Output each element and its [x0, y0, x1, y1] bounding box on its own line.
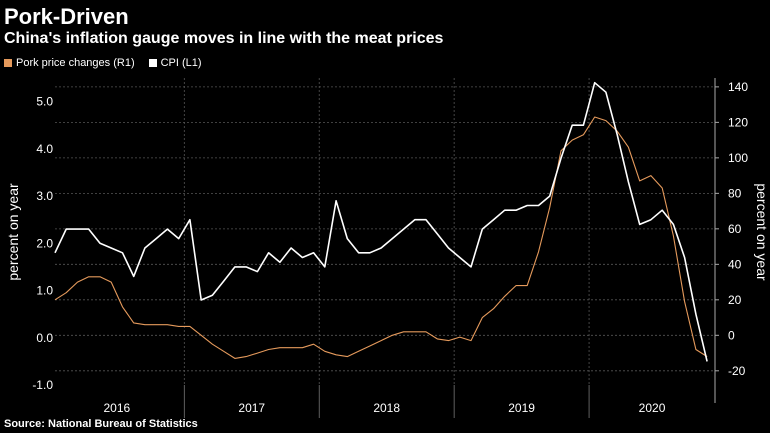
series-line-pork: [54, 116, 708, 359]
right-tick-label: 0: [728, 328, 735, 342]
left-tick-label: 3.0: [36, 189, 53, 203]
x-tick-label: 2017: [238, 401, 265, 415]
legend-label-cpi: CPI (L1): [160, 57, 202, 69]
left-tick-label: 4.0: [36, 142, 53, 156]
right-tick-label: 80: [728, 186, 742, 200]
right-tick-label: 60: [728, 222, 742, 236]
left-axis-label: percent on year: [5, 183, 21, 281]
chart-subtitle: China's inflation gauge moves in line wi…: [4, 30, 444, 47]
x-tick-label: 2018: [373, 401, 400, 415]
legend-label-pork: Pork price changes (R1): [16, 57, 135, 69]
left-tick-label: 5.0: [36, 95, 53, 109]
source-note: Source: National Bureau of Statistics: [4, 418, 198, 430]
series-line-cpi: [54, 81, 708, 362]
left-tick-label: -1.0: [32, 378, 53, 392]
right-axis-label: percent on year: [754, 183, 770, 281]
x-tick-label: 2016: [103, 401, 130, 415]
right-tick-label: 120: [728, 115, 748, 129]
left-tick-label: 2.0: [36, 236, 53, 250]
x-tick-label: 2020: [639, 401, 666, 415]
right-tick-label: -20: [728, 364, 746, 378]
right-tick-label: 20: [728, 293, 742, 307]
left-tick-label: 0.0: [36, 331, 53, 345]
chart-title: Pork-Driven: [4, 4, 129, 29]
x-tick-label: 2019: [508, 401, 535, 415]
legend-swatch-cpi: [148, 59, 157, 67]
right-tick-label: 100: [728, 151, 748, 165]
legend-item-pork: Pork price changes (R1): [4, 57, 135, 69]
right-tick-label: 40: [728, 257, 742, 271]
legend: Pork price changes (R1) CPI (L1): [4, 57, 202, 69]
left-tick-label: 1.0: [36, 284, 53, 298]
legend-item-cpi: CPI (L1): [148, 57, 202, 69]
legend-swatch-pork: [4, 59, 12, 67]
right-tick-label: 140: [728, 80, 748, 94]
